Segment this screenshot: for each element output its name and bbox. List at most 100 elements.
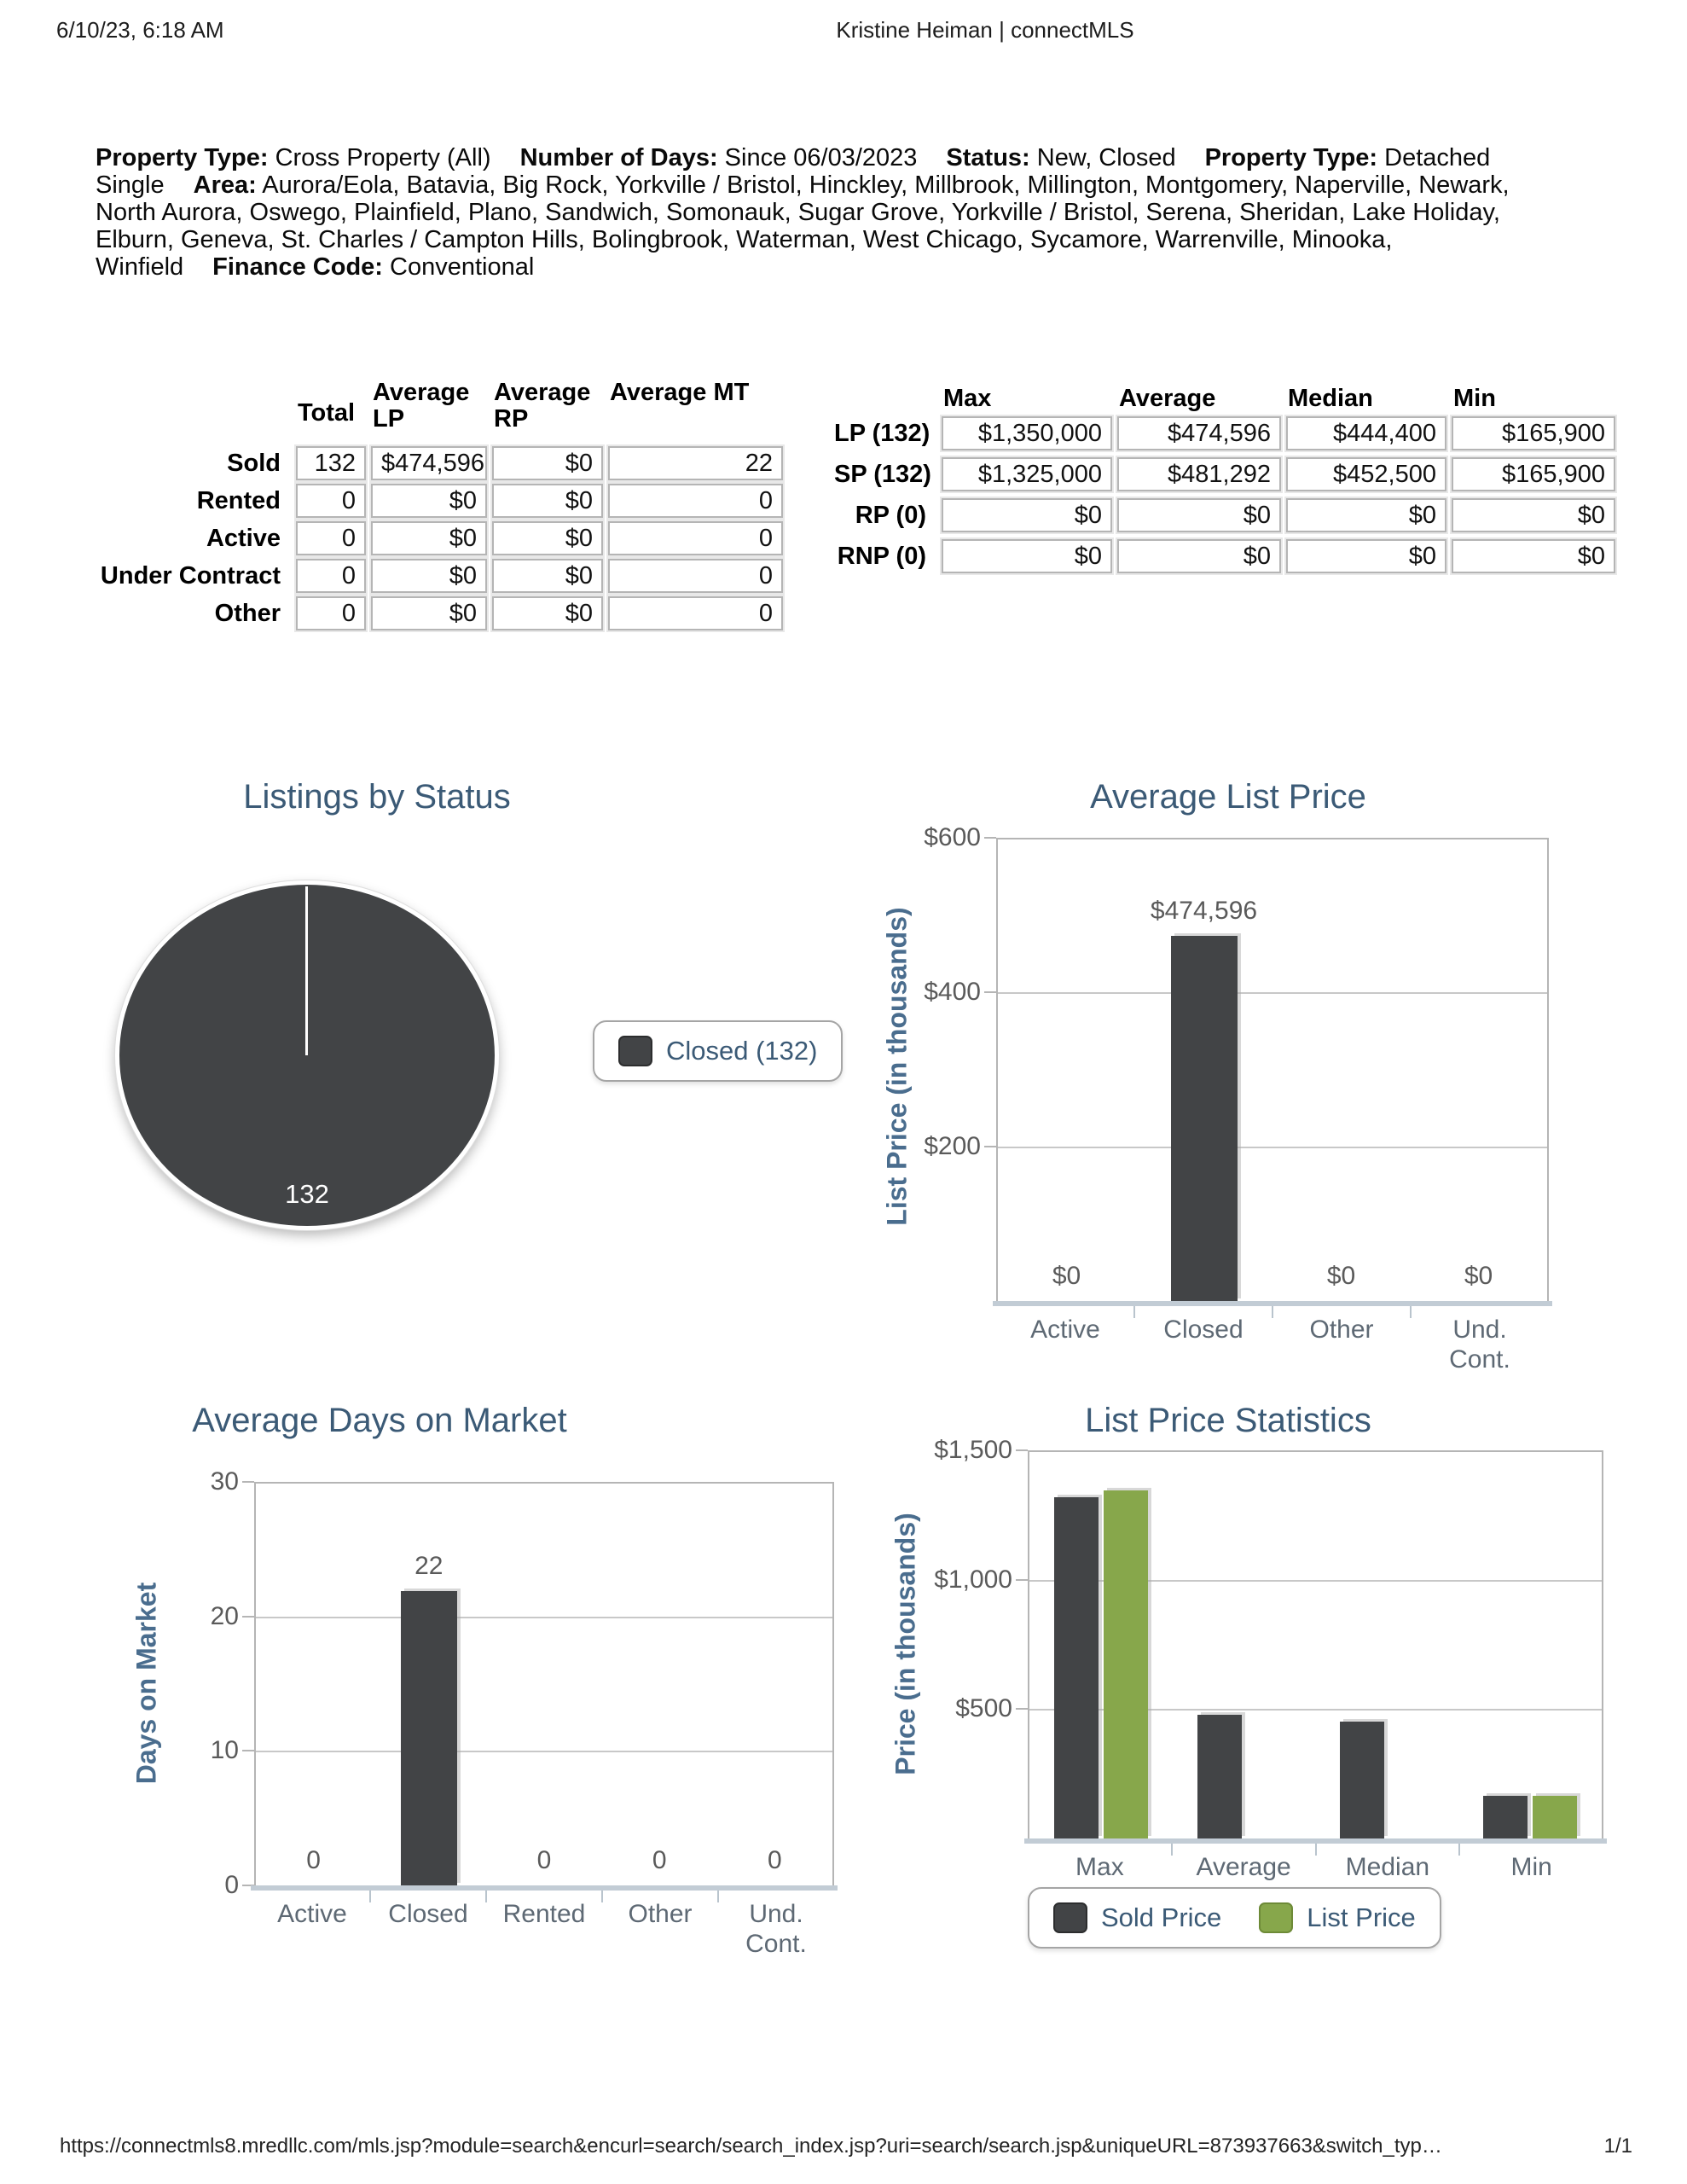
y-tick-mark [984, 990, 996, 993]
y-tick-label: 0 [224, 1871, 239, 1899]
gridline [256, 1616, 832, 1618]
y-tick-mark [242, 1481, 254, 1483]
avg-days-on-market-title: Average Days on Market [192, 1402, 567, 1439]
table-cell: $0 [371, 559, 487, 593]
y-tick-mark [984, 837, 996, 839]
table-cell: $0 [1117, 539, 1281, 573]
bar [1533, 1795, 1578, 1838]
bar [1197, 1714, 1242, 1838]
category-cell: Average [1172, 1852, 1316, 1882]
category-label: Min [1510, 1853, 1552, 1881]
criteria-pair: Status: New, Closed [946, 144, 1176, 171]
table-cell: 0 [608, 484, 783, 518]
table-cell: $0 [492, 446, 603, 480]
table-cell: $474,596 [1117, 416, 1281, 450]
y-tick-label: 10 [210, 1736, 239, 1765]
y-tick-label: $500 [955, 1694, 1012, 1723]
x-tick-mark [1314, 1844, 1317, 1856]
x-axis-categories: Max Average Median Min [1028, 1852, 1603, 1882]
x-tick-mark [369, 1891, 371, 1902]
y-axis-tick-marks [984, 837, 1549, 1301]
criteria-pair: Number of Days: Since 06/03/2023 [519, 144, 918, 171]
x-tick-mark [485, 1891, 487, 1902]
table-cell: $0 [1286, 539, 1446, 573]
pie-legend: Closed (132) [593, 1020, 844, 1082]
gridline [998, 992, 1547, 995]
table-cell: $165,900 [1452, 457, 1615, 491]
list-price-legend-label: List Price [1307, 1902, 1416, 1932]
column-header: Median [1288, 385, 1373, 412]
criteria-pair: Area: Aurora/Eola, Batavia, Big Rock, Yo… [96, 171, 1510, 281]
table-cell: $1,325,000 [942, 457, 1112, 491]
column-header: Total [298, 398, 356, 427]
x-tick-mark [1410, 1306, 1412, 1318]
category-cell: Rented [486, 1899, 602, 1959]
category-cell: Active [254, 1899, 370, 1959]
table-cell: $452,500 [1286, 457, 1446, 491]
print-footer-url: https://connectmls8.mredllc.com/mls.jsp?… [60, 2135, 1442, 2158]
bar [1103, 1490, 1148, 1838]
row-label: Active [206, 525, 281, 552]
x-axis-line [993, 1301, 1552, 1306]
category-cell: Other [1272, 1315, 1411, 1374]
y-axis-ticks: 30 20 10 0 [102, 1468, 239, 1899]
category-cell: Und. Cont. [1411, 1315, 1549, 1374]
y-tick-mark [984, 1145, 996, 1147]
gridline [998, 1146, 1547, 1148]
table-cell: 22 [608, 446, 783, 480]
criteria-pair: Property Type: Detached Single [96, 144, 1491, 199]
column-header: Average MT [610, 379, 750, 406]
table-cell: $0 [371, 596, 487, 630]
avg-days-on-market-chart: 0 22 0 0 0 30 20 10 0 Active Closed Rented Other Un… [211, 1468, 838, 1958]
bar [1053, 1496, 1099, 1838]
plot-area [1028, 1450, 1603, 1838]
legend-item-list-price: List Price [1259, 1902, 1416, 1933]
sold-price-swatch-icon [1053, 1902, 1087, 1933]
column-header: Min [1453, 385, 1496, 412]
print-datetime: 6/10/23, 6:18 AM [56, 17, 224, 43]
bar-value-label: $0 [1052, 1262, 1081, 1290]
category-cell: Closed [370, 1899, 486, 1959]
row-label: Sold [227, 450, 281, 477]
table-cell: $0 [492, 596, 603, 630]
category-cell: Median [1316, 1852, 1460, 1882]
x-tick-mark [1458, 1844, 1461, 1856]
print-title: Kristine Heiman | connectMLS [836, 17, 1134, 43]
pie-slice-value: 132 [285, 1179, 329, 1209]
table-cell: 0 [608, 559, 783, 593]
y-axis-tick-marks [1016, 1449, 1603, 1838]
y-tick-mark [1016, 1708, 1028, 1711]
table-cell: 0 [296, 484, 366, 518]
category-label: Closed [1163, 1316, 1244, 1344]
bar [1340, 1722, 1385, 1838]
category-cell: Closed [1134, 1315, 1272, 1374]
category-label: Closed [388, 1900, 468, 1928]
bar-value-label: 0 [306, 1846, 321, 1874]
category-label: Und. Cont. [745, 1900, 807, 1958]
table-cell: $0 [492, 521, 603, 555]
pie-slice-divider [305, 886, 308, 1055]
table-cell: 0 [296, 596, 366, 630]
bar-value-label: $0 [1464, 1262, 1493, 1290]
category-cell: Max [1028, 1852, 1172, 1882]
criteria-pair: Property Type: Cross Property (All) [96, 144, 491, 171]
row-label: SP (132) [834, 461, 931, 488]
listings-by-status-pie: 132 [115, 880, 499, 1230]
table-cell: $0 [942, 498, 1112, 532]
category-cell: Active [996, 1315, 1134, 1374]
table-cell: $165,900 [1452, 416, 1615, 450]
table-cell: 132 [296, 446, 366, 480]
category-label: Other [1309, 1316, 1374, 1344]
y-axis-ticks: $600 $400 $200 [844, 824, 981, 1301]
column-header: Max [943, 385, 992, 412]
table-cell: $0 [1286, 498, 1446, 532]
table-cell: $444,400 [1286, 416, 1446, 450]
pie-chart-title: Listings by Status [243, 778, 511, 816]
table-cell: $0 [492, 484, 603, 518]
x-axis-categories: Active Closed Rented Other Und. Cont. [254, 1899, 834, 1959]
table-cell: $474,596 [371, 446, 487, 480]
search-criteria: Property Type: Cross Property (All) Numbe… [96, 144, 1535, 281]
column-header: Average LP [373, 379, 470, 433]
table-cell: $0 [1452, 539, 1615, 573]
